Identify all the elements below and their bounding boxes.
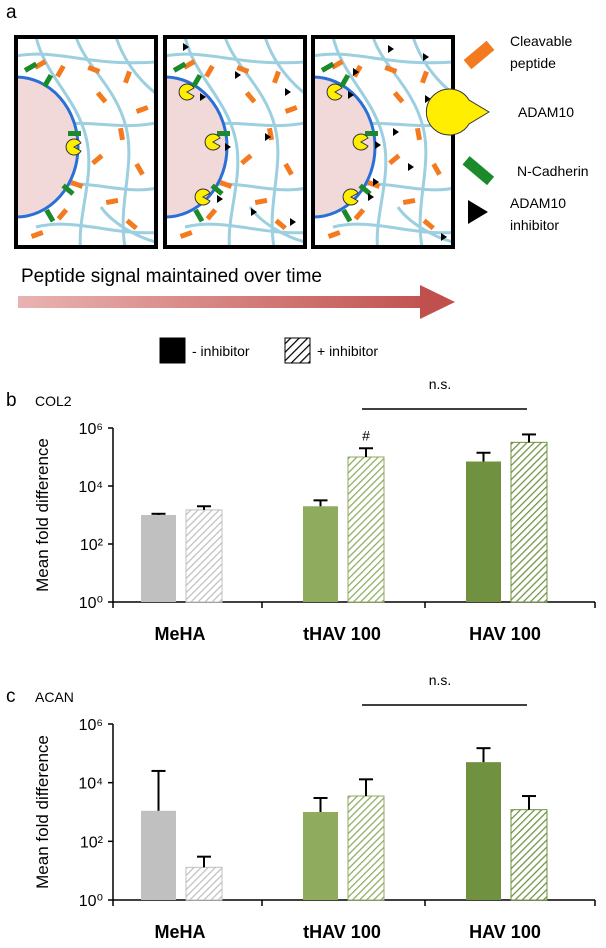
error-bar: [151, 769, 166, 811]
key-line: ADAM10: [510, 195, 566, 211]
x-tick-label: HAV 100: [469, 922, 541, 942]
significance-mark: #: [362, 427, 370, 443]
subtitle: COL2: [35, 393, 72, 409]
error-bar: [359, 778, 373, 797]
y-tick-label: 10⁴: [78, 776, 103, 793]
y-tick-label: 10⁰: [79, 595, 103, 612]
x-tick-label: MeHA: [154, 922, 205, 942]
key-line: ADAM10: [518, 104, 574, 120]
error-bar: [476, 747, 491, 763]
time-arrow: [18, 296, 440, 308]
y-tick-label: 10²: [80, 537, 104, 554]
y-tick-label: 10²: [80, 834, 104, 851]
bar: [303, 506, 338, 602]
bar: [185, 866, 223, 901]
error-bar: [522, 433, 536, 443]
bar-chart: c ACAN Mean fold difference 10⁰ 10² 10⁴ 10⁶ MeH…: [6, 672, 596, 942]
legend-label: + inhibitor: [317, 343, 378, 359]
key-label: ADAM10: [518, 104, 574, 120]
bar-chart: b COL2 Mean fold difference 10⁰ 10² 10⁴ 10⁶ MeH…: [6, 376, 596, 644]
key-line: Cleavable: [510, 33, 572, 49]
error-bar: [313, 797, 328, 812]
legend: - inhibitor + inhibitor: [159, 337, 378, 364]
error-bar: [197, 855, 211, 868]
bar: [510, 441, 548, 603]
box-2: [160, 37, 310, 252]
adam10-icon: [425, 88, 490, 136]
key-label: N-Cadherin: [517, 163, 589, 179]
bar: [141, 515, 176, 602]
schematic: a Cleavable peptide ADAM10 N-Cadherin A: [6, 2, 589, 319]
bar: [347, 456, 385, 603]
bar: [141, 810, 176, 900]
bar: [466, 461, 501, 602]
error-bar: [359, 447, 373, 457]
key-line: peptide: [510, 55, 556, 71]
key-label: ADAM10 inhibitor: [510, 195, 566, 233]
x-tick-label: HAV 100: [469, 624, 541, 644]
peptide-icon: [463, 40, 495, 70]
inhibitor-icon: [468, 200, 488, 224]
legend-label: - inhibitor: [192, 343, 250, 359]
error-bar: [313, 499, 328, 507]
y-axis-label: Mean fold difference: [33, 735, 52, 889]
subtitle: ACAN: [35, 689, 74, 705]
key-line: N-Cadherin: [517, 163, 589, 179]
ns-label: n.s.: [429, 376, 452, 392]
x-tick-label: MeHA: [154, 624, 205, 644]
box-3: [308, 37, 458, 252]
bar: [510, 809, 548, 901]
box-1: [11, 37, 161, 252]
cadherin-icon: [462, 156, 495, 186]
charts: b COL2 Mean fold difference 10⁰ 10² 10⁴ 10⁶ MeH…: [6, 376, 596, 942]
error-bar: [151, 512, 166, 515]
panel-label: a: [6, 2, 17, 23]
error-bar: [197, 505, 211, 510]
x-tick-label: tHAV 100: [303, 624, 381, 644]
y-tick-label: 10⁰: [79, 893, 103, 910]
y-tick-label: 10⁶: [79, 421, 103, 438]
y-axis-label: Mean fold difference: [33, 438, 52, 592]
legend-swatch: [159, 337, 186, 364]
y-tick-label: 10⁴: [78, 479, 103, 496]
key-label: Cleavable peptide: [510, 33, 572, 71]
key-line: inhibitor: [510, 217, 559, 233]
y-tick-label: 10⁶: [79, 717, 103, 734]
bar: [185, 509, 223, 603]
panel-label: b: [6, 390, 17, 411]
bar: [466, 762, 501, 900]
legend-swatch: [284, 337, 311, 364]
ns-label: n.s.: [429, 672, 452, 688]
error-bar: [476, 451, 491, 462]
error-bar: [522, 795, 536, 810]
x-tick-label: tHAV 100: [303, 922, 381, 942]
arrow-head: [420, 285, 455, 319]
arrow-text: Peptide signal maintained over time: [21, 266, 322, 287]
panel-label: c: [6, 686, 16, 707]
bar: [347, 795, 385, 901]
bar: [303, 812, 338, 900]
